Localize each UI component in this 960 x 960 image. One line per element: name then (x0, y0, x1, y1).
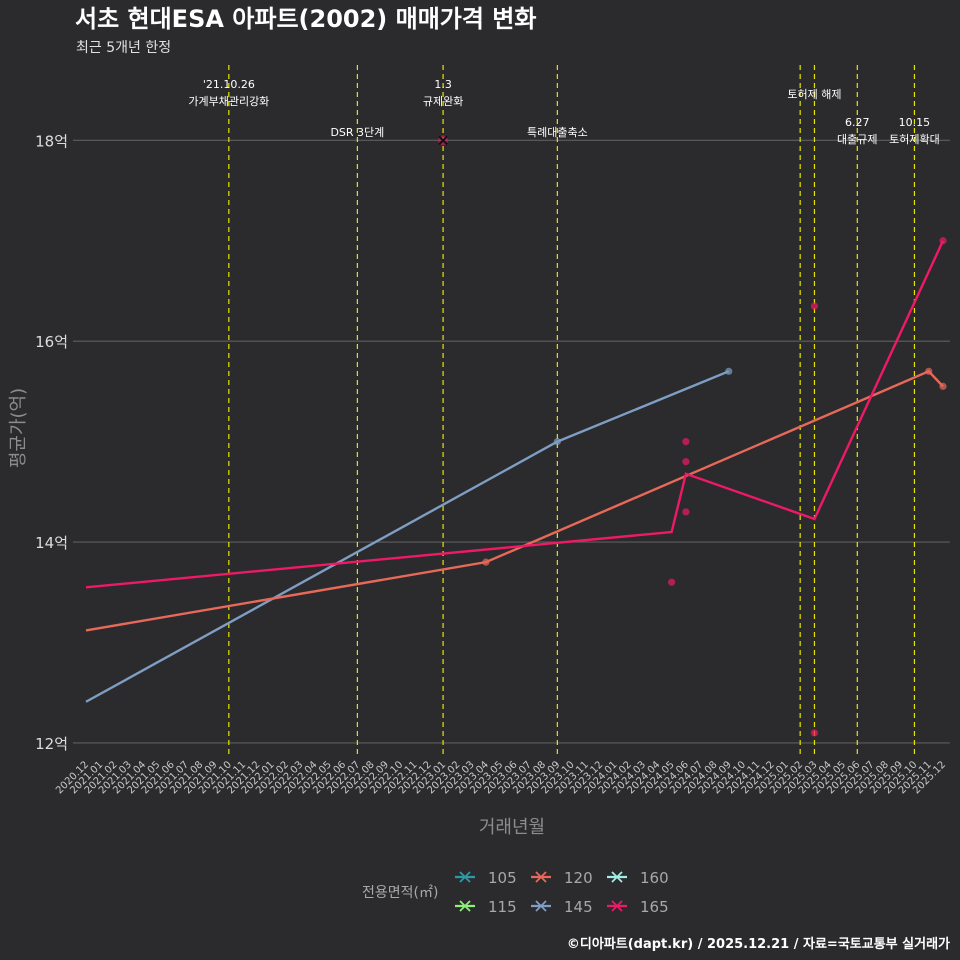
legend-label-160: 160 (640, 869, 669, 887)
legend: 전용면적(㎡) 105 120 160 115 145 165 (362, 869, 669, 916)
data-point-165 (682, 508, 690, 516)
y-tick-label: 12억 (35, 735, 68, 753)
legend-label-105: 105 (488, 869, 517, 887)
legend-label-120: 120 (564, 869, 593, 887)
special-marker-x (438, 135, 448, 146)
annotation-label: 규제완화 (423, 95, 463, 108)
annotation-label: 토허제 해제 (787, 87, 841, 101)
policy-lines (228, 65, 916, 758)
legend-x-145 (535, 900, 547, 912)
annotation-label: 가계부채관리강화 (188, 95, 269, 108)
annotation-label: 특례대출축소 (527, 126, 588, 139)
legend-x-105 (459, 871, 471, 883)
series-layer (85, 135, 947, 737)
annotation-label: DSR 3단계 (330, 126, 384, 139)
annotation-label: 1.3 (434, 78, 452, 91)
legend-x-165 (611, 900, 623, 912)
data-point-165 (939, 237, 947, 245)
legend-label-145: 145 (564, 898, 593, 916)
caption: ©디아파트(dapt.kr) / 2025.12.21 / 자료=국토교통부 실… (567, 936, 950, 952)
x-axis-label: 거래년월 (479, 817, 545, 838)
x-axis: 2020.122021.012021.022021.032021.042021.… (54, 759, 948, 796)
data-point-165 (810, 729, 819, 737)
data-point-145 (553, 438, 561, 446)
data-point-120 (939, 382, 947, 390)
legend-x-115 (459, 900, 471, 912)
legend-label-115: 115 (488, 898, 517, 916)
data-point-165 (682, 438, 690, 446)
annotation-label: 10.15 (899, 116, 931, 129)
legend-title: 전용면적(㎡) (362, 885, 438, 901)
data-point-145 (725, 367, 733, 375)
y-tick-label: 18억 (35, 132, 68, 150)
y-axis-label: 평균가(억) (8, 388, 29, 468)
data-point-120 (925, 367, 933, 375)
y-tick-label: 16억 (35, 333, 68, 351)
y-tick-label: 14억 (35, 534, 68, 552)
legend-x-120 (535, 871, 547, 883)
y-axis: 12억 14억 16억 18억 (35, 132, 68, 753)
chart-title: 서초 현대ESA 아파트(2002) 매매가격 변화 (75, 5, 536, 33)
series-line-120 (85, 369, 944, 632)
chart-subtitle: 최근 5개년 한정 (76, 40, 171, 56)
data-point-165 (668, 578, 676, 586)
grid-lines (73, 139, 950, 744)
data-point-165 (810, 302, 819, 310)
annotation-label: 대출규제 (837, 133, 877, 146)
legend-x-160 (611, 871, 623, 883)
legend-label-165: 165 (640, 898, 669, 916)
data-point-120 (482, 558, 490, 566)
annotation-label: 토허제확대 (889, 133, 940, 146)
annotation-label: '21.10.26 (203, 78, 255, 91)
series-line-165 (85, 240, 945, 589)
data-point-165 (682, 458, 690, 466)
annotation-label: 6.27 (845, 116, 870, 129)
